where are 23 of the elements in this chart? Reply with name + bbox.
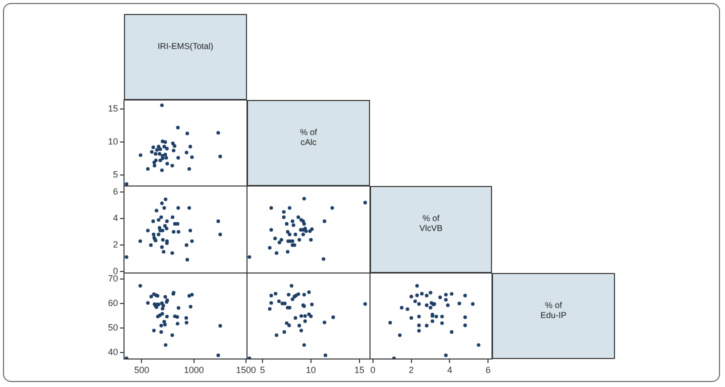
x-tick-label: 6 <box>486 364 491 375</box>
text: % of cAlc <box>298 126 318 147</box>
y-tick-label: 50 <box>108 322 118 333</box>
x-tick-label: 15 <box>354 364 364 375</box>
x-tick-label: 10 <box>306 364 316 375</box>
x-tick-label: 0 <box>370 364 376 375</box>
text: % of Edu-IP <box>540 300 568 320</box>
y-tick-label: 5 <box>112 169 118 180</box>
y-tick-label: 6 <box>112 186 118 196</box>
x-tick-label: 1500 <box>236 364 256 375</box>
x-tick-label: 2 <box>408 364 414 375</box>
y-tick-label: 40 <box>108 347 118 358</box>
y-tick-label: 15 <box>108 104 118 114</box>
x-tick-label: 5 <box>260 364 266 375</box>
y-tick-label: 60 <box>108 298 118 308</box>
x-tick-label: 4 <box>447 364 452 375</box>
y-tick-label: 2 <box>112 240 118 250</box>
text: IRI-EMS(Total) <box>156 40 214 51</box>
y-tick-label: 10 <box>108 136 118 146</box>
text: % of VlcVB <box>418 213 444 234</box>
x-tick-label: 500 <box>134 364 150 375</box>
y-tick-label: 4 <box>112 213 118 224</box>
x-tick-label: 1000 <box>184 364 204 375</box>
